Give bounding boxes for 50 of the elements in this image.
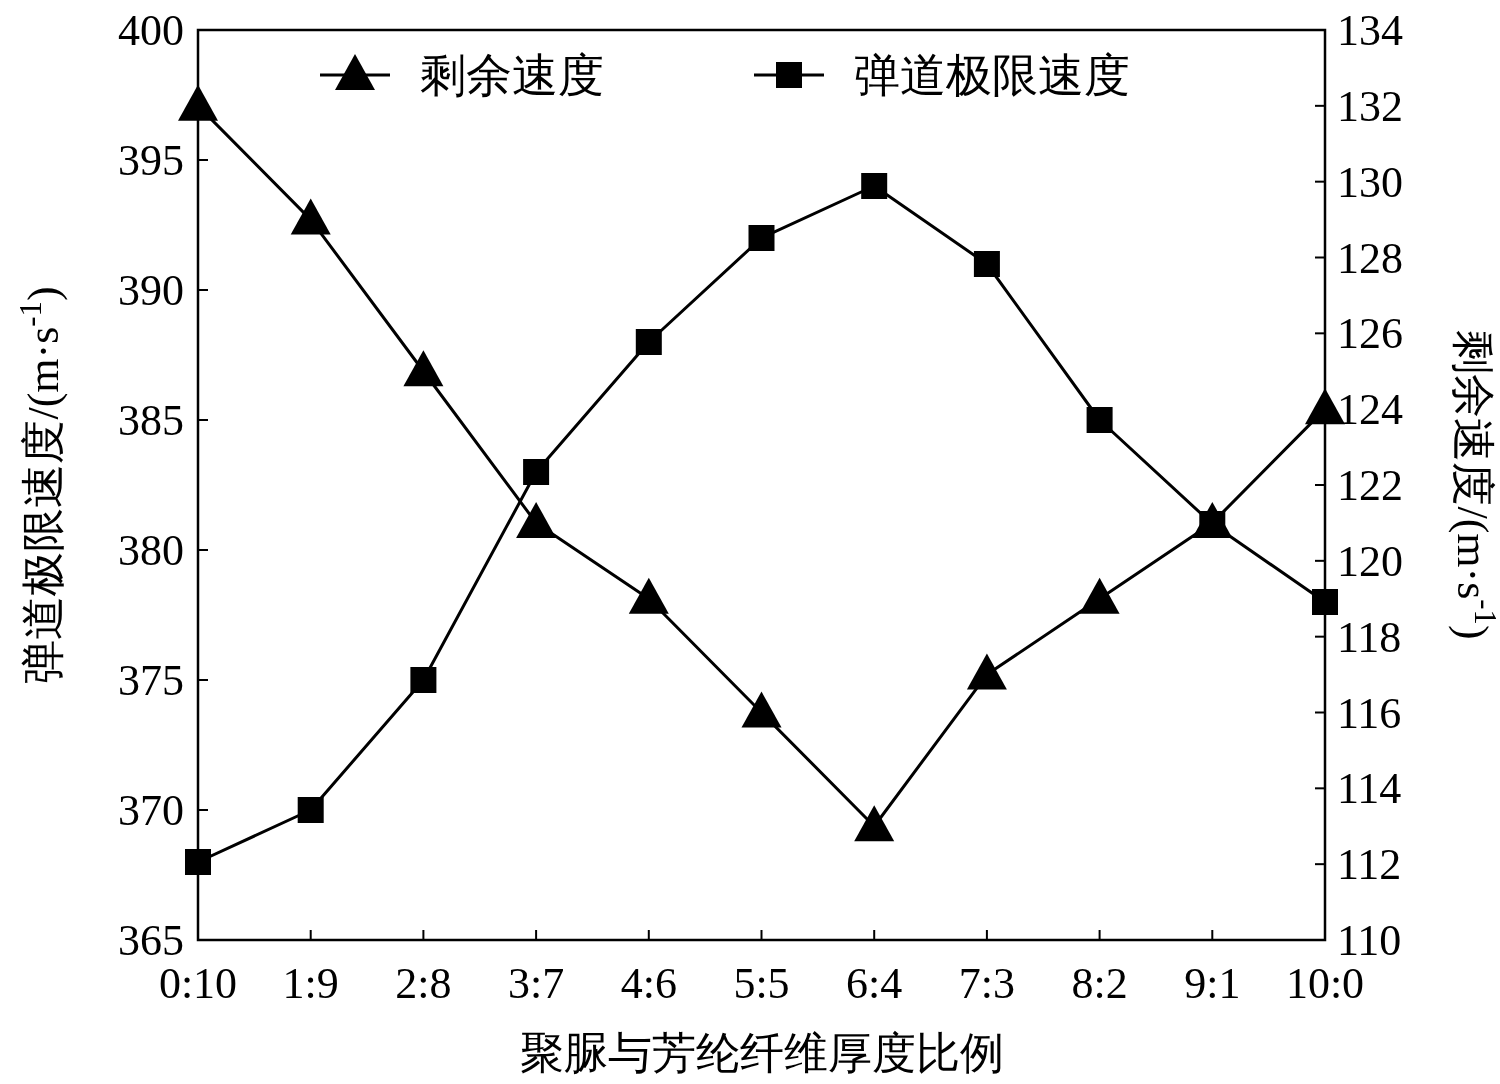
x-tick-label: 6:4 xyxy=(846,959,903,1008)
point xyxy=(290,198,331,235)
point xyxy=(741,691,782,728)
point xyxy=(973,251,1000,277)
y2-tick-label: 130 xyxy=(1337,157,1403,207)
point xyxy=(403,350,444,387)
y-tick-label: 385 xyxy=(118,396,184,445)
y-tick-label: 380 xyxy=(118,526,184,575)
x-tick-label: 5:5 xyxy=(733,959,790,1008)
point xyxy=(1312,589,1338,615)
point xyxy=(1086,407,1113,433)
x-tick-label: 7:3 xyxy=(958,959,1016,1008)
y2-tick-label: 122 xyxy=(1337,461,1403,510)
y-tick-label: 390 xyxy=(118,266,184,315)
y-tick-label: 375 xyxy=(118,656,184,705)
x-tick-label: 3:7 xyxy=(507,959,565,1008)
legend-label: 弹道极限速度 xyxy=(854,50,1130,101)
y-tick-label: 400 xyxy=(118,6,184,55)
point xyxy=(861,173,888,199)
x-tick-label: 1:9 xyxy=(282,959,339,1008)
x-tick-label: 4:6 xyxy=(620,959,677,1008)
point xyxy=(854,805,895,842)
y2-tick-label: 114 xyxy=(1337,764,1402,814)
y2-tick-label: 134 xyxy=(1337,6,1403,55)
point xyxy=(185,849,211,875)
y-tick-label: 370 xyxy=(118,786,184,835)
point xyxy=(410,667,437,693)
y2-tick-label: 132 xyxy=(1337,81,1403,131)
y2-tick-label: 128 xyxy=(1337,233,1403,283)
y2-tick-label: 116 xyxy=(1337,688,1402,738)
point xyxy=(516,501,557,538)
y2-tick-label: 126 xyxy=(1337,309,1403,359)
point xyxy=(635,329,662,355)
legend-label: 剩余速度 xyxy=(420,50,604,101)
point xyxy=(748,225,775,251)
point xyxy=(297,797,324,823)
point xyxy=(1079,577,1120,614)
x-axis-title: 聚脲与芳纶纤维厚度比例 xyxy=(519,1029,1004,1078)
point xyxy=(523,459,550,485)
x-tick-label: 9:1 xyxy=(1184,959,1241,1008)
point xyxy=(178,84,218,121)
x-tick-label: 8:2 xyxy=(1071,959,1128,1008)
x-tick-label: 2:8 xyxy=(395,959,452,1008)
point xyxy=(966,653,1007,690)
y2-tick-label: 118 xyxy=(1337,612,1402,662)
y-tick-label: 395 xyxy=(118,136,184,185)
y2-tick-label: 124 xyxy=(1337,385,1403,435)
y2-tick-label: 120 xyxy=(1337,536,1403,586)
point xyxy=(628,577,669,614)
y2-tick-label: 112 xyxy=(1337,840,1402,890)
